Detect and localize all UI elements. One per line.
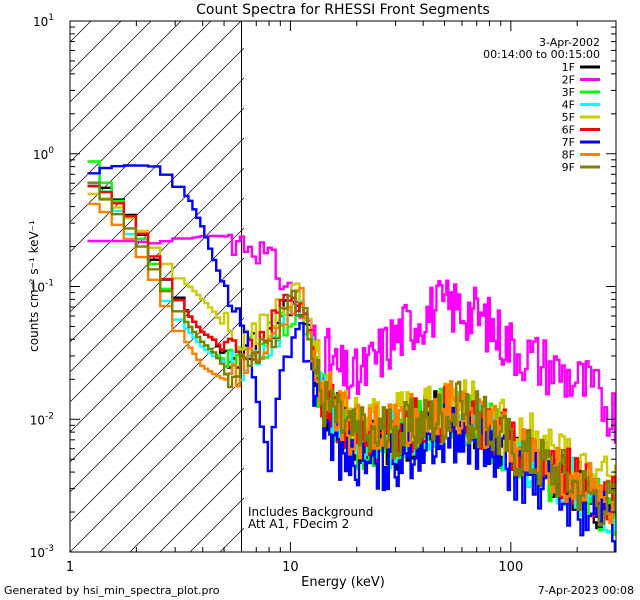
series-layer [87,160,616,552]
hatch-line [70,287,244,463]
y-tick-exponent: 1 [48,13,54,23]
footer-timestamp: 7-Apr-2023 00:08 [538,584,634,597]
legend-label: 5F [562,111,575,124]
hatch-line [70,77,244,253]
hatch-line [70,377,244,552]
hatch-line [70,347,244,523]
y-tick-base: 10 [30,546,45,560]
y-tick-label: 10-3 [30,544,54,560]
x-axis: 1 10 100 [66,21,617,575]
hatch-line [70,47,244,223]
legend-label: 8F [562,149,575,162]
y-tick-label: 10-2 [30,411,54,427]
legend-label: 4F [562,99,575,112]
x-tick-label: 100 [498,560,523,575]
hatch-line [70,21,242,193]
hatch-line [70,21,122,73]
hatch-line [0,0,100,552]
hatched-region [0,0,244,552]
x-axis-label: Energy (keV) [301,575,385,590]
series-8F [87,202,616,524]
hatch-line [70,137,244,313]
legend-label: 9F [562,161,575,174]
legend-label: 7F [562,136,575,149]
series-7F [87,164,616,552]
legend-label: 2F [562,74,575,87]
footer-generator: Generated by hsi_min_spectra_plot.pro [4,584,220,597]
y-tick-label: 100 [33,146,54,162]
series-9F [87,181,616,527]
hatch-line [70,197,244,373]
y-axis-label: counts cm⁻² s⁻¹ keV⁻¹ [27,220,41,352]
chart-title: Count Spectra for RHESSI Front Segments [196,2,490,18]
hatch-line [70,21,152,103]
hatch-line [99,407,244,552]
hatch-line [70,107,244,283]
x-tick-label: 10 [282,560,299,575]
hatch-line [129,437,244,552]
annotation-background: Includes Background [248,505,373,519]
series-2F [87,233,616,444]
time-range-label: 00:14:00 to 00:15:00 [483,48,600,61]
y-tick-label: 10-1 [30,279,54,295]
y-tick-exponent: -3 [45,544,54,554]
hatch-line [70,21,212,163]
y-tick-base: 10 [30,281,45,295]
hatch-line [0,0,130,552]
y-tick-base: 10 [33,15,48,29]
legend-label: 3F [562,86,575,99]
y-tick-exponent: -1 [45,279,54,289]
y-tick-base: 10 [33,148,48,162]
annotation-attenuator: Att A1, FDecim 2 [248,517,349,531]
legend-label: 6F [562,124,575,137]
y-tick-label: 101 [33,13,54,29]
legend-label: 1F [562,61,575,74]
hatch-line [70,21,182,133]
x-tick-label: 1 [66,560,74,575]
hatch-line [70,227,244,403]
y-tick-exponent: 0 [48,146,54,156]
y-tick-base: 10 [30,413,45,427]
hatch-line [70,317,244,493]
hatch-line [70,167,244,343]
y-tick-exponent: -2 [45,411,54,421]
date-label: 3-Apr-2002 [539,36,600,49]
